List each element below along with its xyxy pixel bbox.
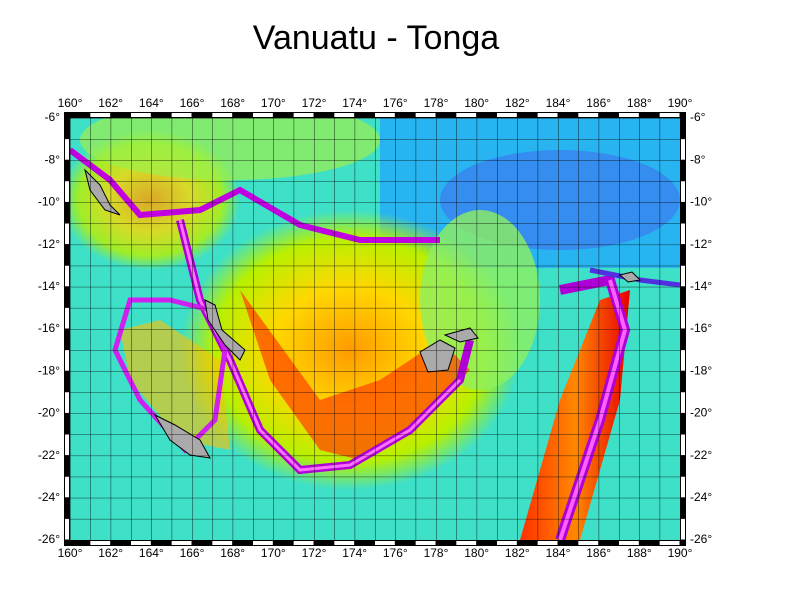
x-tick-label-bottom: 188° [627, 546, 652, 560]
bathymetry-image [70, 118, 680, 540]
map-title: Vanuatu - Tonga [253, 19, 499, 57]
y-tick-label-left: -6° [45, 110, 61, 124]
y-tick-label-left: -14° [38, 279, 60, 293]
x-tick-label-bottom: 160° [58, 546, 83, 560]
border-checks [65, 113, 685, 545]
y-tick-label-left: -24° [38, 490, 60, 504]
y-tick-label-left: -10° [38, 195, 60, 209]
x-tick-label-top: 160° [58, 96, 83, 110]
y-tick-label-right: -20° [690, 406, 712, 420]
y-tick-label-left: -12° [38, 237, 60, 251]
x-tick-label-bottom: 168° [220, 546, 245, 560]
x-tick-label-bottom: 172° [302, 546, 327, 560]
y-tick-label-left: -26° [38, 532, 60, 546]
x-tick-label-top: 186° [586, 96, 611, 110]
x-tick-label-bottom: 176° [383, 546, 408, 560]
y-tick-label-left: -18° [38, 363, 60, 377]
x-tick-label-top: 170° [261, 96, 286, 110]
y-tick-label-right: -24° [690, 490, 712, 504]
y-tick-label-right: -22° [690, 448, 712, 462]
y-tick-label-right: -12° [690, 237, 712, 251]
x-tick-label-bottom: 182° [505, 546, 530, 560]
x-tick-label-bottom: 170° [261, 546, 286, 560]
y-tick-label-left: -22° [38, 448, 60, 462]
x-tick-label-top: 188° [627, 96, 652, 110]
x-tick-label-bottom: 164° [139, 546, 164, 560]
y-tick-label-left: -8° [45, 152, 61, 166]
x-tick-label-bottom: 166° [180, 546, 205, 560]
x-tick-label-top: 162° [98, 96, 123, 110]
y-tick-label-left: -20° [38, 406, 60, 420]
x-tick-label-top: 176° [383, 96, 408, 110]
x-tick-label-bottom: 184° [546, 546, 571, 560]
x-tick-label-top: 168° [220, 96, 245, 110]
y-tick-label-right: -14° [690, 279, 712, 293]
x-tick-label-top: 174° [342, 96, 367, 110]
x-tick-label-top: 180° [464, 96, 489, 110]
x-tick-label-top: 172° [302, 96, 327, 110]
x-tick-label-bottom: 178° [424, 546, 449, 560]
x-tick-label-bottom: 186° [586, 546, 611, 560]
x-tick-label-bottom: 180° [464, 546, 489, 560]
y-tick-label-right: -18° [690, 363, 712, 377]
y-tick-label-right: -6° [690, 110, 706, 124]
x-tick-label-top: 166° [180, 96, 205, 110]
x-tick-label-bottom: 162° [98, 546, 123, 560]
x-tick-label-bottom: 174° [342, 546, 367, 560]
x-tick-label-top: 178° [424, 96, 449, 110]
y-tick-label-right: -26° [690, 532, 712, 546]
y-tick-label-right: -16° [690, 321, 712, 335]
x-tick-label-top: 190° [668, 96, 693, 110]
x-tick-label-top: 164° [139, 96, 164, 110]
x-tick-label-top: 182° [505, 96, 530, 110]
y-tick-label-right: -8° [690, 152, 706, 166]
y-tick-label-left: -16° [38, 321, 60, 335]
x-tick-label-bottom: 190° [668, 546, 693, 560]
y-tick-label-right: -10° [690, 195, 712, 209]
x-tick-label-top: 184° [546, 96, 571, 110]
